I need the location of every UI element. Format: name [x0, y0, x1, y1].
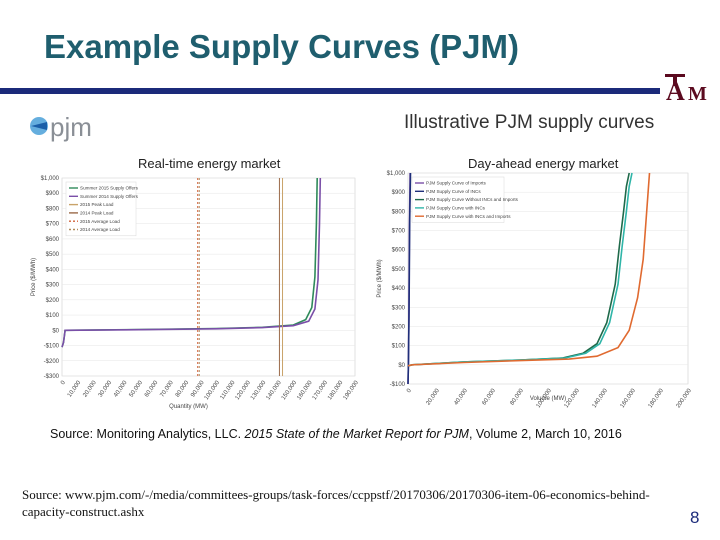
x-tick-label: 200,000 — [676, 387, 694, 409]
series-line — [61, 177, 322, 348]
x-tick-label: 120,000 — [564, 387, 582, 409]
x-tick-label: 60,000 — [481, 387, 497, 406]
y-tick-label: $900 — [392, 190, 406, 196]
y-tick-label: $500 — [392, 267, 406, 273]
y-axis-label: Price ($/MWh) — [31, 258, 37, 296]
y-tick-label: $700 — [392, 229, 406, 235]
y-tick-label: $600 — [46, 237, 60, 243]
x-axis-label: Quantity (MW) — [169, 404, 208, 410]
x-tick-label: 20,000 — [425, 387, 441, 406]
x-tick-label: 0 — [406, 387, 413, 394]
y-tick-label: $900 — [46, 191, 60, 197]
page-number: 8 — [690, 508, 700, 527]
x-tick-label: 80,000 — [509, 387, 525, 406]
y-tick-label: $100 — [46, 313, 60, 319]
legend-box — [411, 176, 505, 223]
y-tick-label: $0 — [398, 363, 405, 369]
legend-label: Summer 2014 Supply Offers — [80, 194, 139, 199]
series-line — [407, 172, 651, 367]
figure-heading: Illustrative PJM supply curves — [404, 112, 655, 133]
y-tick-label: $200 — [46, 298, 60, 304]
svg-text:M: M — [688, 83, 707, 105]
x-tick-label: 180,000 — [648, 387, 666, 409]
y-tick-label: -$300 — [44, 374, 60, 380]
y-tick-label: $300 — [46, 283, 60, 289]
x-tick-label: 70,000 — [159, 379, 175, 398]
svg-text:pjm: pjm — [50, 112, 92, 142]
title-underline-bar — [0, 88, 660, 94]
legend-label: 2014 Peak Load — [80, 211, 114, 216]
y-tick-label: -$200 — [44, 359, 60, 365]
legend-label: PJM Supply Curve with INCs — [426, 206, 486, 211]
x-tick-label: 190,000 — [343, 379, 361, 401]
series-line — [407, 172, 412, 385]
y-tick-label: $0 — [52, 328, 59, 334]
x-tick-label: 0 — [60, 379, 67, 386]
y-tick-label: $200 — [392, 324, 406, 330]
chart-title-realtime: Real-time energy market — [138, 156, 281, 171]
x-tick-label: 30,000 — [98, 379, 114, 398]
legend-label: 2014 Average Load — [80, 227, 120, 232]
legend-box — [65, 181, 137, 237]
y-tick-label: $500 — [46, 252, 60, 258]
x-tick-label: 60,000 — [144, 379, 160, 398]
y-tick-label: $400 — [46, 267, 60, 273]
x-axis-label: Volume (MW) — [530, 396, 566, 402]
legend-label: PJM Supply Curve of INCs — [426, 189, 481, 194]
source-url-text: Source: www.pjm.com/-/media/committees-g… — [22, 487, 650, 519]
pjm-logo: pjm — [30, 112, 92, 142]
y-tick-label: $400 — [392, 286, 406, 292]
x-tick-label: 160,000 — [620, 387, 638, 409]
source-prefix: Source: Monitoring Analytics, LLC. — [50, 427, 245, 441]
svg-text:A: A — [666, 77, 685, 106]
source-report-title: 2015 State of the Market Report for PJM — [244, 427, 469, 441]
y-tick-label: -$100 — [390, 382, 406, 388]
x-tick-label: 140,000 — [592, 387, 610, 409]
x-tick-label: 50,000 — [129, 379, 145, 398]
legend-label: PJM Supply Curve with INCs and Imports — [426, 214, 511, 219]
y-axis-label: Price ($/MWh) — [377, 259, 383, 297]
x-tick-label: 80,000 — [175, 379, 191, 398]
x-tick-label: 40,000 — [113, 379, 129, 398]
y-tick-label: $800 — [46, 206, 60, 212]
x-tick-label: 40,000 — [453, 387, 469, 406]
legend-label: PJM Supply Curve of Imports — [426, 181, 486, 186]
tamu-logo: A M — [665, 74, 707, 106]
y-tick-label: $700 — [46, 222, 60, 228]
y-tick-label: $1,000 — [387, 171, 406, 177]
slide-title: Example Supply Curves (PJM) — [44, 28, 519, 65]
figure-image: pjm Illustrative PJM supply curves Real-… — [20, 100, 700, 452]
supply-curves-svg: $1,000 $900 $800 $700 $600 $500 $400 $300 $200 $1… — [31, 171, 694, 410]
y-tick-label: $300 — [392, 305, 406, 311]
x-tick-label: 90,000 — [190, 379, 206, 398]
y-tick-label: $100 — [392, 344, 406, 350]
x-tick-label: 20,000 — [82, 379, 98, 398]
x-tick-label: 10,000 — [67, 379, 83, 398]
y-tick-label: $800 — [392, 209, 406, 215]
legend-label: PJM Supply Curve Without INCs and Import… — [426, 197, 519, 202]
legend-label: 2015 Average Load — [80, 219, 120, 224]
source-suffix: , Volume 2, March 10, 2016 — [468, 427, 622, 441]
figure-source: Source: Monitoring Analytics, LLC. 2015 … — [50, 427, 622, 441]
y-tick-label: $600 — [392, 248, 406, 254]
chart-title-dayahead: Day-ahead energy market — [468, 156, 619, 171]
y-tick-label: -$100 — [44, 344, 60, 350]
y-tick-label: $1,000 — [41, 176, 60, 182]
legend-label: Summer 2015 Supply Offers — [80, 186, 139, 191]
legend-label: 2015 Peak Load — [80, 202, 114, 207]
